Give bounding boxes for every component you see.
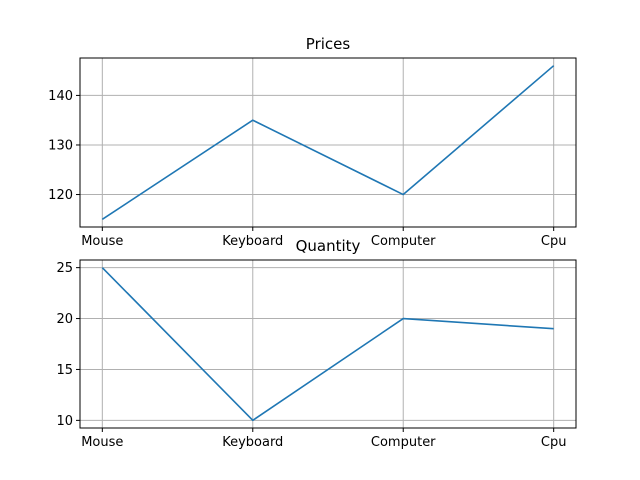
y-tick-label: 10 — [56, 414, 73, 429]
axes-frame — [79, 259, 577, 429]
axes-frame — [79, 57, 577, 228]
y-tick-label: 25 — [56, 261, 73, 276]
x-tick-label: Mouse — [81, 435, 123, 450]
x-tick-label: Cpu — [541, 435, 567, 450]
x-tick-label: Computer — [371, 234, 436, 249]
y-tick-label: 20 — [56, 312, 73, 327]
chart-title: Prices — [306, 35, 351, 53]
chart-title: Quantity — [296, 237, 361, 255]
series-line — [101, 65, 555, 220]
x-tick-label: Keyboard — [222, 234, 283, 249]
series-line — [101, 267, 554, 422]
y-tick-label: 140 — [48, 89, 73, 104]
y-tick-label: 130 — [48, 138, 73, 153]
x-tick-label: Computer — [371, 435, 436, 450]
x-tick-label: Cpu — [541, 234, 567, 249]
x-tick-label: Keyboard — [222, 435, 283, 450]
y-tick-label: 15 — [56, 363, 73, 378]
x-tick-label: Mouse — [81, 234, 123, 249]
y-tick-label: 120 — [48, 188, 73, 203]
